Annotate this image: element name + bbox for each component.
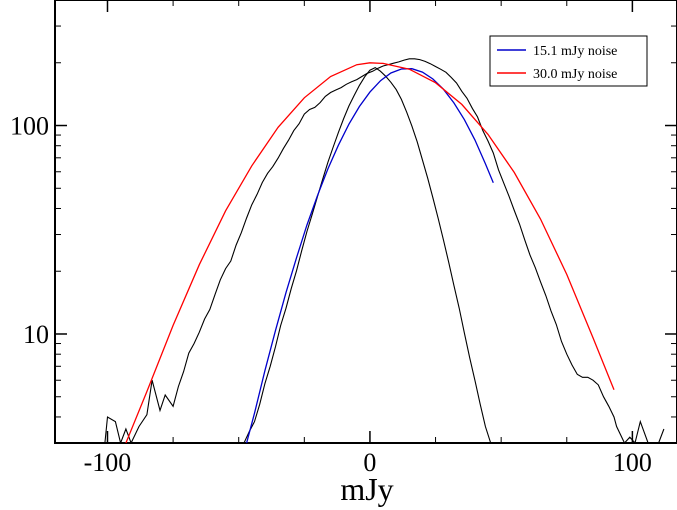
legend-label-15-1-mjy: 15.1 mJy noise	[533, 44, 617, 59]
y-tick-label: 10	[23, 320, 49, 349]
tick-labels: -100 0 100 10 100	[10, 112, 652, 477]
legend-label-30-0-mjy: 30.0 mJy noise	[533, 67, 617, 82]
series-line-30-0-mjy-noise	[125, 62, 615, 443]
series-line-histogram-narrow	[243, 66, 496, 443]
series-line-histogram-wide	[104, 58, 665, 443]
series-line-15-1-mjy-noise	[245, 68, 494, 443]
x-tick-label: -100	[84, 448, 132, 477]
x-axis-title: mJy	[340, 471, 393, 507]
x-tick-label: 0	[363, 448, 376, 477]
plot-frame	[54, 0, 677, 444]
minor-ticks	[55, 0, 677, 444]
y-tick-label: 100	[10, 112, 49, 141]
series-layer	[104, 58, 665, 443]
legend: 15.1 mJy noise 30.0 mJy noise	[489, 35, 648, 87]
legend-box	[489, 35, 648, 87]
major-ticks	[55, 0, 677, 443]
x-tick-label: 100	[613, 448, 652, 477]
